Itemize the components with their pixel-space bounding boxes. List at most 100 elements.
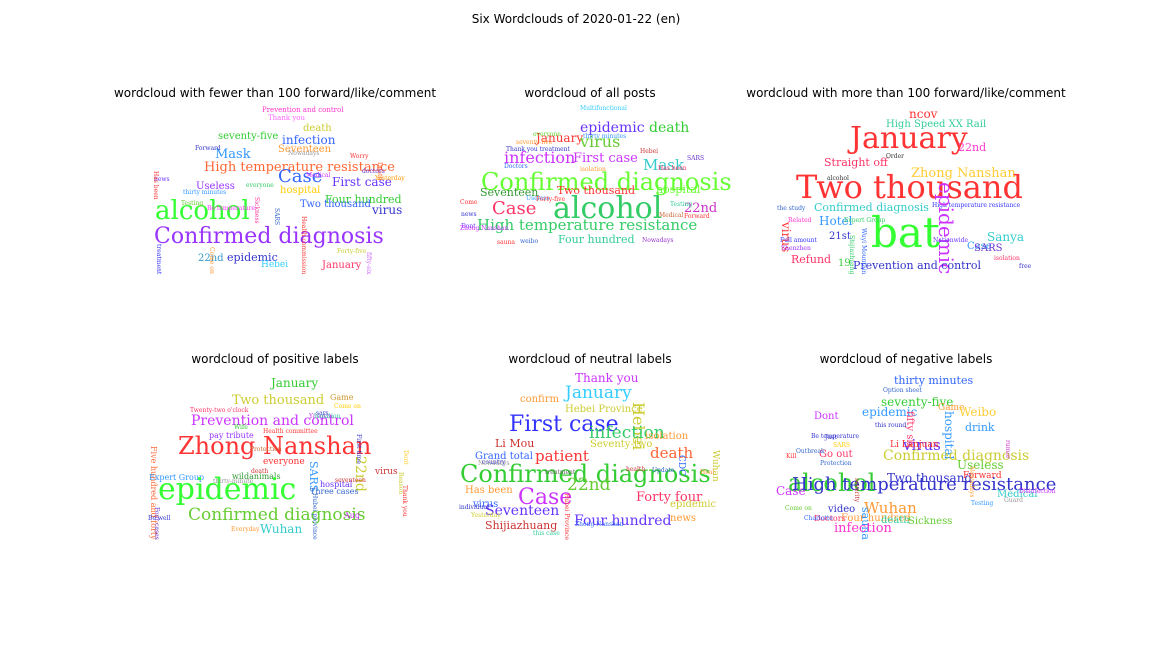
word: infection <box>282 133 336 147</box>
word: Li Mou <box>495 437 535 450</box>
word: news <box>154 176 170 183</box>
word: Nowadays <box>642 237 674 244</box>
word: Prevention and control <box>262 106 344 114</box>
panel-title: wordcloud of negative labels <box>819 352 993 366</box>
word: SARS <box>307 461 320 493</box>
word: Wuyi Mountain <box>860 228 867 275</box>
word: virus <box>779 222 793 253</box>
word: Aug <box>344 511 361 520</box>
word: Yesterday <box>375 175 405 182</box>
word: Four hundred <box>325 193 402 206</box>
word: January <box>271 376 319 390</box>
word: Case <box>278 166 323 187</box>
wordcloud-panel-fewer: wordcloud with fewer than 100 forward/li… <box>114 86 436 288</box>
panel-title: wordcloud of positive labels <box>191 352 359 366</box>
word: infection <box>589 423 665 443</box>
word: Protection <box>250 446 282 453</box>
panel-title: wordcloud with more than 100 forward/lik… <box>746 86 1066 100</box>
word: the study <box>777 205 806 212</box>
word: Come on <box>334 403 361 410</box>
word: Zhong Nanshan <box>178 432 372 460</box>
word: Kill <box>786 453 797 460</box>
word: Confirmed diagnosis <box>460 460 711 488</box>
word: Everyday <box>231 526 260 533</box>
word: thirty-minute <box>213 478 254 485</box>
word: Case <box>776 484 806 498</box>
word: 21st <box>829 231 851 242</box>
word: Two thousand <box>232 393 325 408</box>
word: Be temperature <box>207 205 256 212</box>
word: epidemic <box>158 472 297 507</box>
word: sauna <box>859 507 872 540</box>
word: fifty-six <box>365 252 372 275</box>
word: infection <box>834 521 892 536</box>
word: everyone <box>263 457 305 467</box>
word: Seventeen <box>485 503 560 519</box>
word: Wuhan <box>260 522 303 536</box>
word: Zhong Nanshan <box>460 225 509 232</box>
word: Hotel <box>819 214 853 228</box>
word: Has been <box>658 165 687 172</box>
word: health <box>626 466 646 473</box>
word: 22nd <box>352 456 368 492</box>
word: seventy-five <box>516 139 553 146</box>
word: treatment <box>155 244 162 275</box>
word: individual <box>459 504 490 511</box>
word: Four cases <box>153 507 160 540</box>
word: thirty minutes <box>894 374 974 387</box>
word: Medical <box>306 172 331 179</box>
word: 22nd <box>198 253 224 264</box>
word: Seventeen <box>278 144 332 155</box>
word: First case <box>509 412 619 437</box>
word: Come on <box>208 247 215 274</box>
wordcloud-panel-all-posts: wordcloud of all posts Multifunctional ep… <box>440 86 740 288</box>
wordcloud-canvas: Prevention and control Thank you death seve… <box>125 104 425 275</box>
word: severity <box>853 478 860 503</box>
word: Shijiazhuang <box>485 519 558 532</box>
word: High temperature resistance <box>204 160 395 175</box>
word: SARS <box>273 208 280 226</box>
word: alcohol <box>155 196 250 226</box>
word: doctors <box>362 168 385 175</box>
word: Two thousand <box>557 184 636 197</box>
word: Full amount <box>780 237 817 244</box>
word: Dont <box>814 411 839 422</box>
word: Sickness <box>253 197 260 224</box>
word: SARS <box>974 243 1003 254</box>
word: alcohol <box>827 175 849 182</box>
word: thirty minutes <box>583 133 627 140</box>
word: Two thousand <box>300 199 371 210</box>
word: hospital <box>280 185 321 196</box>
word: death <box>303 123 332 134</box>
word: Useless <box>196 181 235 192</box>
word: 22nd <box>567 475 611 495</box>
word: Case <box>967 241 992 252</box>
word: sars <box>316 410 329 417</box>
word: Testing <box>670 201 693 208</box>
word: Sanya <box>987 230 1025 244</box>
word: Worry <box>350 153 369 160</box>
word: confirm <box>520 394 559 405</box>
word: Yesterday <box>471 512 501 519</box>
word: virus <box>372 203 403 217</box>
word: Has been <box>152 171 159 200</box>
word: Confirmed diagnosis <box>814 201 929 214</box>
chart-suptitle: Six Wordclouds of 2020-01-22 (en) <box>471 12 681 26</box>
word: Come on <box>785 505 812 512</box>
word: Thank you <box>575 371 639 385</box>
word: wildanimals <box>232 472 281 481</box>
word: pay tribute <box>209 431 254 440</box>
word: Health commission <box>300 216 307 275</box>
word: Li Lanjuan <box>890 440 939 450</box>
word: Confirmed diagnosis <box>481 168 732 196</box>
word: Useless <box>526 195 550 202</box>
word: January <box>565 383 632 403</box>
word: Four hundred <box>841 513 911 524</box>
word: drink <box>965 421 995 434</box>
word: Shenzhen <box>781 245 811 252</box>
word: 19 <box>838 258 851 269</box>
word: Option sheet <box>883 387 922 394</box>
word: Dont <box>461 223 476 230</box>
word: seventeen <box>335 477 366 484</box>
word: Nationwide <box>933 237 969 244</box>
